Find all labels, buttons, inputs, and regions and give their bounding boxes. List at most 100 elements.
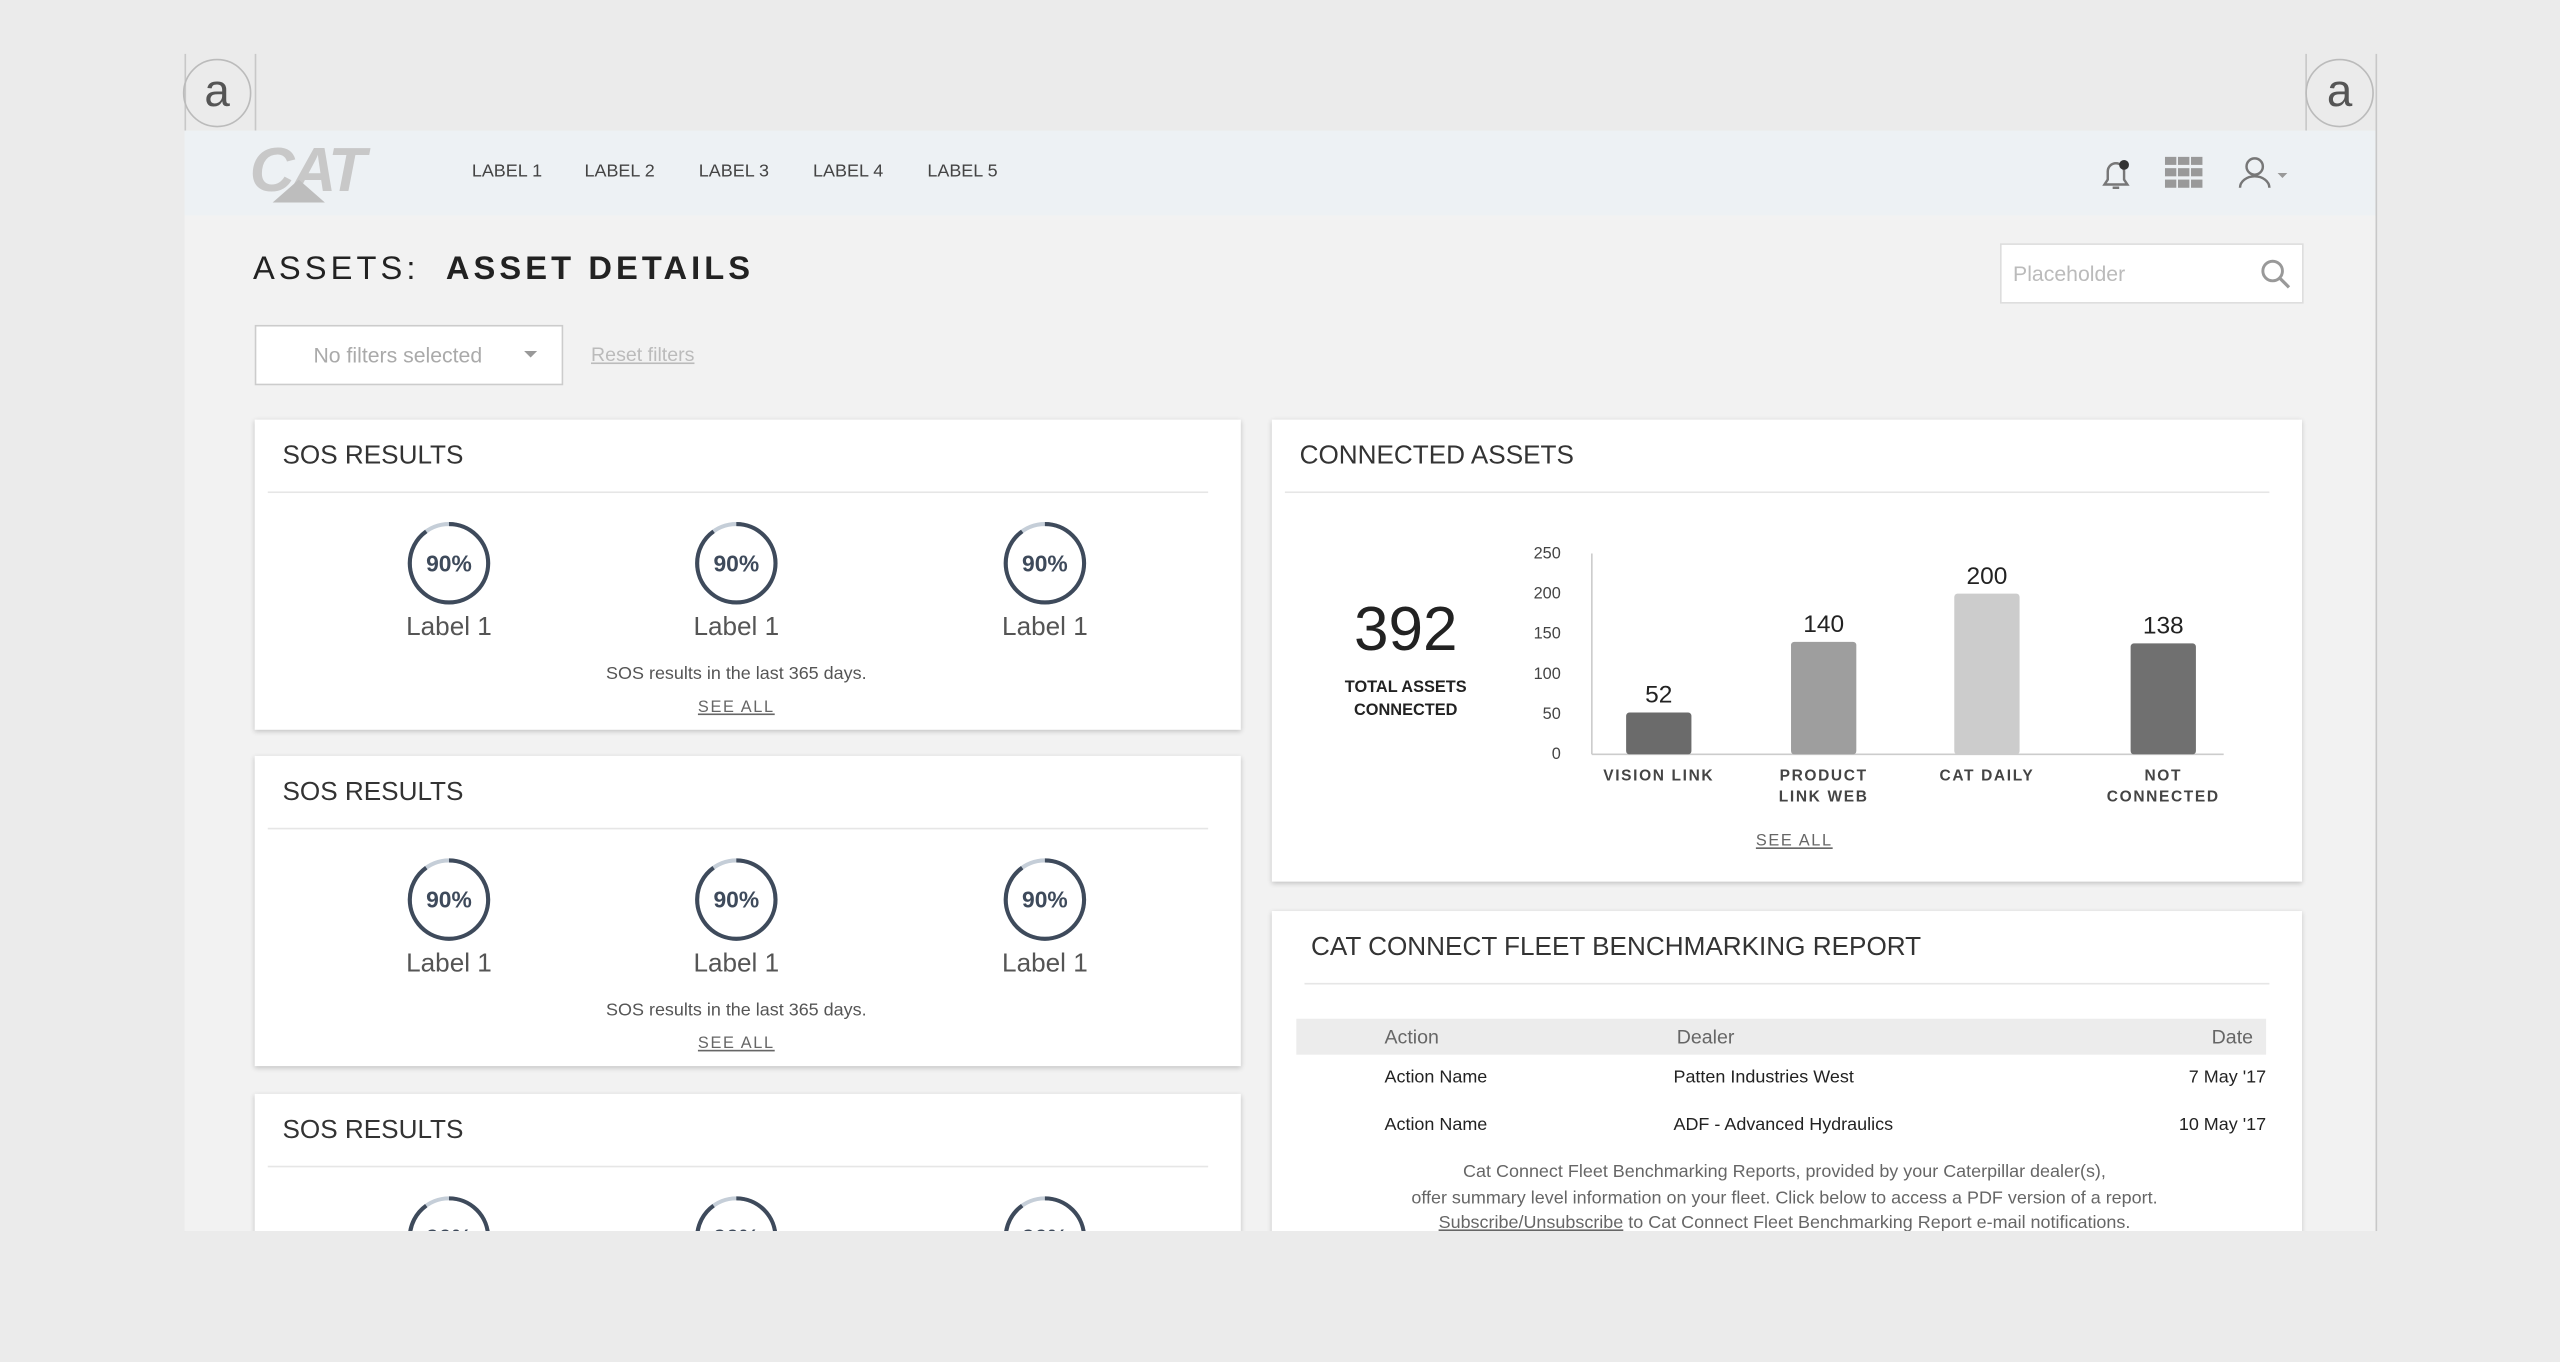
x-tick-label: NOT CONNECTED bbox=[2106, 767, 2220, 807]
nav-link[interactable]: LABEL 5 bbox=[927, 161, 998, 182]
dropdown-arrow bbox=[524, 351, 538, 358]
title-prefix: ASSETS: bbox=[253, 251, 420, 288]
gauges: 90% Label 1 90% Label 1 90% Label 1 bbox=[406, 858, 1088, 977]
divider bbox=[267, 491, 1209, 494]
y-tick-label: 200 bbox=[1534, 585, 1561, 603]
table-cell: Action Name bbox=[1384, 1115, 1488, 1135]
gauge-value: 90% bbox=[1022, 550, 1068, 576]
filter-select[interactable]: No filters selected bbox=[254, 324, 564, 386]
bar-value-label: 140 bbox=[1803, 611, 1844, 638]
subscribe-link[interactable]: Subscribe/Unsubscribe bbox=[1438, 1213, 1624, 1232]
gauge-value: 90% bbox=[713, 887, 759, 913]
bar bbox=[2130, 643, 2196, 755]
y-tick-label: 150 bbox=[1534, 625, 1561, 643]
nav-link[interactable]: LABEL 4 bbox=[813, 161, 884, 182]
bottom-band bbox=[0, 1231, 2560, 1362]
gauge-arc bbox=[1003, 858, 1087, 941]
bar-value-label: 138 bbox=[2143, 613, 2184, 640]
gauge-value: 90% bbox=[426, 550, 472, 576]
card-note: SOS results in the last 365 days. bbox=[606, 1000, 867, 1021]
bar bbox=[1626, 712, 1692, 755]
table-cell: Patten Industries West bbox=[1673, 1067, 1854, 1088]
search-box[interactable]: Placeholder bbox=[1999, 243, 2304, 304]
total-number: 392 bbox=[1353, 595, 1458, 665]
table-cell: 10 May '17 bbox=[2178, 1115, 2267, 1135]
connected-assets-card: CONNECTED ASSETS 392 TOTAL ASSETS CONNEC… bbox=[1271, 419, 2303, 882]
nav-link[interactable]: LABEL 3 bbox=[698, 161, 770, 182]
see-all-link[interactable]: SEE ALL bbox=[1755, 832, 1833, 851]
gauge-value: 90% bbox=[1022, 887, 1068, 913]
divider bbox=[1284, 491, 2270, 494]
gauge-value: 90% bbox=[713, 1225, 759, 1231]
gauge-value: 90% bbox=[426, 887, 472, 913]
gauge-arc bbox=[407, 858, 491, 941]
x-tick-label: CAT DAILY bbox=[1939, 767, 2035, 786]
divider bbox=[267, 1165, 1209, 1168]
table-cell: ADF - Advanced Hydraulics bbox=[1673, 1115, 1894, 1135]
y-tick-label: 0 bbox=[1552, 745, 1561, 763]
title-main: ASSET DETAILS bbox=[445, 251, 755, 288]
subscribe-text: to Cat Connect Fleet Benchmarking Report… bbox=[1623, 1213, 2131, 1232]
gauge-value: 90% bbox=[1022, 1225, 1068, 1231]
x-tick-label: PRODUCT LINK WEB bbox=[1778, 767, 1869, 807]
gauge-label: Label 1 bbox=[1002, 611, 1088, 641]
column-header: Action bbox=[1384, 1025, 1439, 1049]
column-header: Date bbox=[2211, 1025, 2254, 1049]
y-tick-label: 100 bbox=[1534, 665, 1561, 683]
divider bbox=[1304, 982, 2270, 985]
note-line: Subscribe/Unsubscribe to Cat Connect Fle… bbox=[1272, 1211, 2297, 1231]
logo-triangle bbox=[272, 179, 325, 203]
nav-link[interactable]: LABEL 2 bbox=[584, 161, 655, 182]
table-header: Action Dealer Date bbox=[1296, 1018, 2267, 1055]
gauge-arc bbox=[1003, 1196, 1087, 1232]
report-note: Cat Connect Fleet Benchmarking Reports, … bbox=[1272, 1161, 2297, 1231]
gauge-label: Label 1 bbox=[693, 947, 779, 977]
guide-line bbox=[2375, 53, 2378, 1307]
y-tick-label: 250 bbox=[1534, 544, 1561, 562]
bell-icon[interactable] bbox=[2098, 157, 2134, 193]
x-tick-label: VISION LINK bbox=[1603, 767, 1715, 786]
nav-link[interactable]: LABEL 1 bbox=[471, 161, 543, 182]
report-card: CAT CONNECT FLEET BENCHMARKING REPORT Ac… bbox=[1271, 911, 2303, 1232]
bar-value-label: 200 bbox=[1967, 563, 2008, 590]
page-title: ASSETS: ASSET DETAILS bbox=[253, 251, 754, 289]
gauges: 90% Label 1 90% Label 1 90% Label 1 bbox=[406, 522, 1088, 641]
card-title: CONNECTED ASSETS bbox=[1299, 442, 1574, 471]
reset-filters[interactable]: Reset filters bbox=[591, 342, 695, 366]
gauge-arc bbox=[1003, 522, 1087, 605]
card-title: SOS RESULTS bbox=[282, 442, 464, 471]
card-note: SOS results in the last 365 days. bbox=[606, 664, 867, 685]
user-icon[interactable] bbox=[2238, 155, 2294, 191]
gauge-label: Label 1 bbox=[406, 611, 492, 641]
bar-chart: 0 50 100 150 200 250 52 140 200 138 bbox=[1534, 544, 2224, 763]
gauge-label: Label 1 bbox=[1002, 947, 1088, 977]
app: CAT LABEL 1 LABEL 2 LABEL 3 LABEL 4 LABEL 5 … bbox=[184, 130, 2376, 1232]
gauge-arc bbox=[407, 522, 491, 605]
bar bbox=[1791, 641, 1857, 755]
card-title: CAT CONNECT FLEET BENCHMARKING REPORT bbox=[1311, 933, 1922, 962]
see-all-link[interactable]: SEE ALL bbox=[697, 1035, 775, 1054]
search-icon bbox=[2261, 259, 2291, 289]
search-placeholder: Placeholder bbox=[2013, 261, 2126, 286]
note-line: offer summary level information on your … bbox=[1411, 1187, 2158, 1208]
gauge-arc bbox=[407, 1196, 491, 1232]
column-header: Dealer bbox=[1676, 1025, 1735, 1049]
divider bbox=[267, 827, 1209, 830]
card-title: SOS RESULTS bbox=[282, 778, 464, 807]
corner-mark: a bbox=[182, 58, 252, 128]
table-cell: Action Name bbox=[1384, 1067, 1488, 1088]
apps-icon[interactable] bbox=[2164, 156, 2204, 190]
bar-value-label: 52 bbox=[1645, 682, 1672, 709]
see-all-link[interactable]: SEE ALL bbox=[697, 698, 775, 717]
filter-text: No filters selected bbox=[313, 342, 483, 368]
gauge-value: 90% bbox=[426, 1225, 472, 1231]
note-line: Cat Connect Fleet Benchmarking Reports, … bbox=[1463, 1162, 2106, 1183]
corner-mark: a bbox=[2305, 58, 2374, 128]
table-cell: 7 May '17 bbox=[2188, 1067, 2267, 1088]
gauge-value: 90% bbox=[713, 550, 759, 576]
